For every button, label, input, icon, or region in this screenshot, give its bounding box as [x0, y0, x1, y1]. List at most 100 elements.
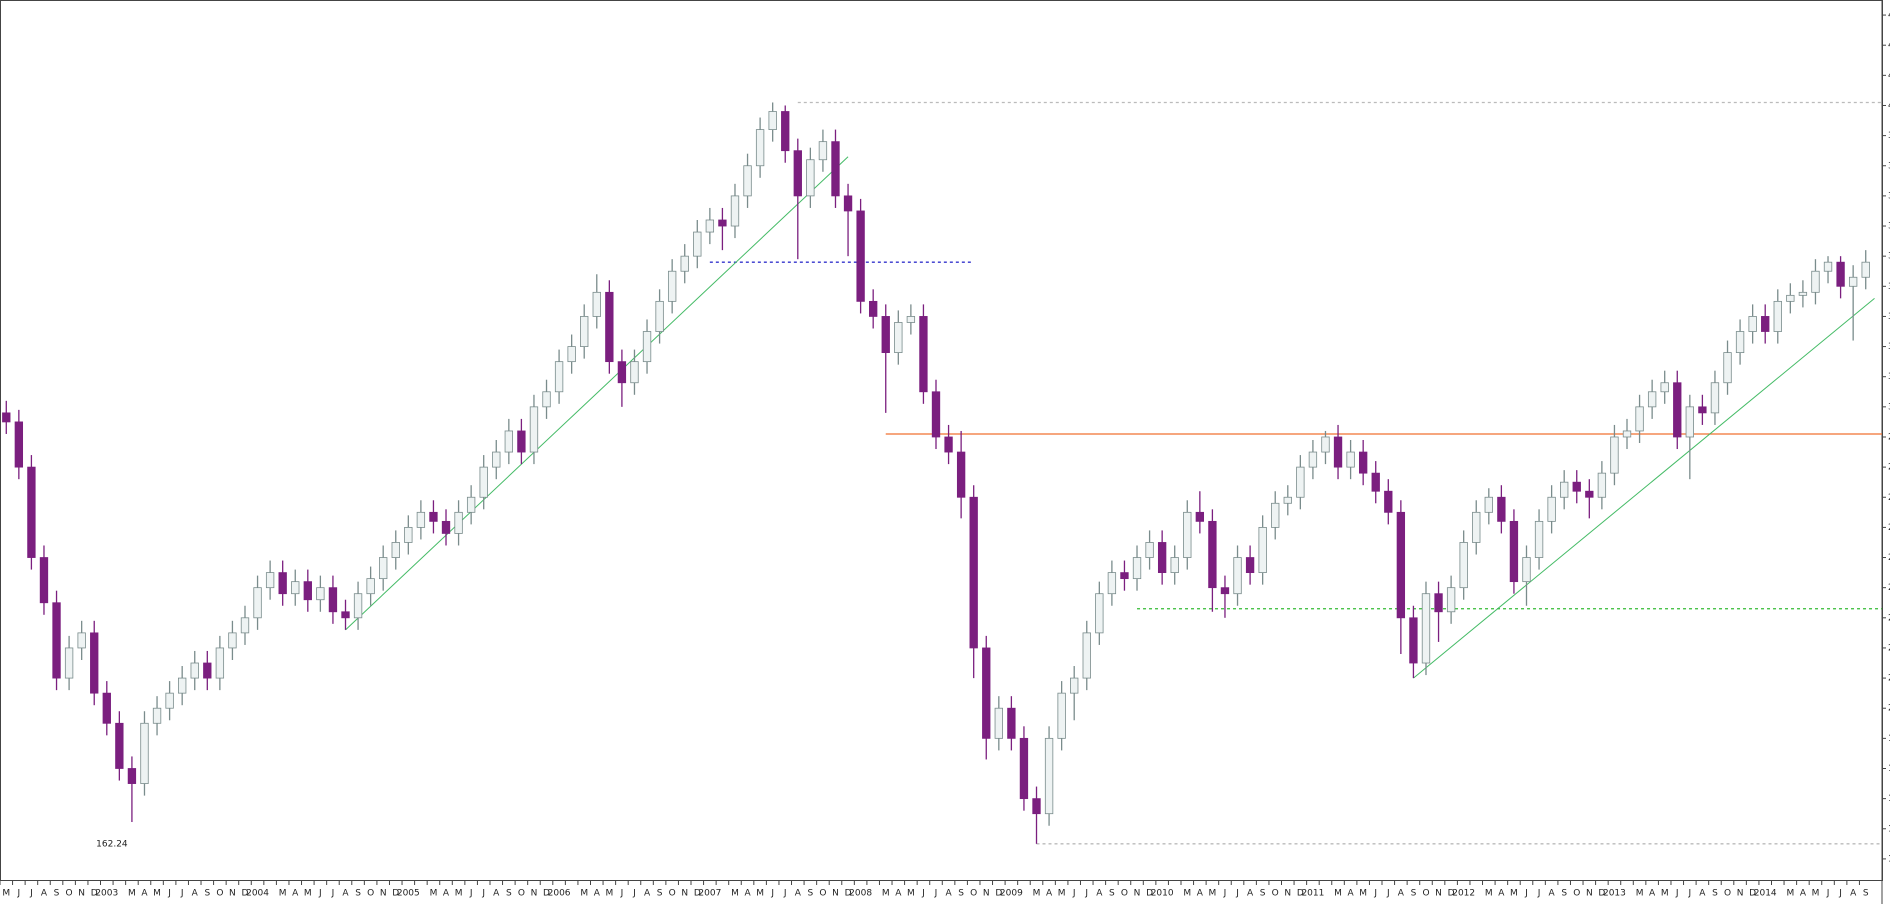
- x-tick-label: J: [1838, 889, 1842, 899]
- x-tick-label: J: [1072, 889, 1076, 899]
- candle-body: [831, 141, 840, 197]
- x-tick-label: A: [945, 889, 952, 899]
- candle-body: [1007, 707, 1016, 739]
- x-tick-label: O: [1422, 889, 1429, 899]
- x-tick-label: M: [605, 889, 613, 899]
- x-tick-label: N: [983, 889, 990, 899]
- x-tick-label: 2014: [1754, 889, 1777, 899]
- x-tick-label: J: [331, 889, 335, 899]
- candle-body: [353, 593, 363, 619]
- candle-body: [956, 451, 966, 498]
- x-tick-label: A: [141, 889, 148, 899]
- x-tick-label: S: [355, 889, 361, 899]
- y-tick-label: 290: [1888, 432, 1890, 442]
- candle-body: [1132, 557, 1142, 580]
- x-tick-label: O: [1121, 889, 1128, 899]
- x-tick-label: O: [367, 889, 374, 899]
- x-tick-label: A: [493, 889, 500, 899]
- x-tick-label: N: [832, 889, 839, 899]
- candle-body: [869, 300, 878, 317]
- x-tick-label: A: [895, 889, 902, 899]
- x-tick-label: D: [392, 889, 399, 899]
- candle-body: [517, 430, 526, 453]
- candle-body: [1459, 542, 1468, 589]
- candle-body: [1534, 520, 1544, 558]
- x-tick-label: J: [632, 889, 636, 899]
- candle-body: [291, 581, 300, 595]
- x-tick-label: A: [744, 889, 751, 899]
- x-tick-label: 2005: [397, 889, 420, 899]
- candle-body: [781, 111, 790, 152]
- candle-body: [1861, 261, 1870, 278]
- x-tick-label: J: [1524, 889, 1528, 899]
- candle-body: [240, 617, 250, 634]
- x-tick-label: D: [543, 889, 550, 899]
- candle-body: [1472, 511, 1481, 543]
- candle-body: [1673, 382, 1682, 438]
- candle-body: [39, 557, 49, 604]
- y-tick-label: 300: [1888, 402, 1890, 412]
- x-tick-label: M: [1183, 889, 1191, 899]
- candle-body: [1685, 406, 1694, 438]
- x-tick-label: D: [845, 889, 852, 899]
- candle-body: [341, 611, 350, 619]
- x-tick-label: N: [1737, 889, 1744, 899]
- y-tick-label: 390: [1888, 131, 1890, 141]
- y-tick-label: 430: [1888, 11, 1890, 21]
- candle-body: [278, 572, 287, 595]
- candle-body: [1095, 593, 1104, 634]
- x-tick-label: J: [770, 889, 774, 899]
- candle-body: [366, 578, 375, 595]
- candle-body: [466, 496, 476, 513]
- x-tick-label: M: [756, 889, 764, 899]
- candle-body: [806, 159, 815, 197]
- candle-body: [1296, 466, 1305, 498]
- candle-body: [1396, 511, 1406, 619]
- candle-body: [1157, 542, 1167, 574]
- candle-body: [680, 255, 689, 272]
- x-tick-label: M: [304, 889, 312, 899]
- candle-body: [969, 496, 978, 649]
- candle-body: [1635, 406, 1644, 432]
- x-tick-label: M: [279, 889, 287, 899]
- x-tick-label: A: [1247, 889, 1254, 899]
- x-tick-label: 2012: [1452, 889, 1475, 899]
- candle-body: [693, 231, 702, 257]
- candle-body: [152, 707, 162, 724]
- x-tick-label: A: [795, 889, 802, 899]
- candle-body: [1748, 316, 1757, 332]
- candle-body: [1647, 391, 1657, 408]
- candle-body: [1522, 557, 1531, 583]
- candle-body: [1421, 593, 1431, 664]
- x-tick-label: J: [481, 889, 485, 899]
- x-tick-label: A: [1498, 889, 1505, 899]
- candle-body: [404, 526, 413, 543]
- candle-body: [1660, 382, 1669, 393]
- x-tick-label: N: [1284, 889, 1291, 899]
- candle-body: [1170, 557, 1179, 574]
- x-tick-label: 2011: [1301, 889, 1324, 899]
- x-tick-label: N: [1134, 889, 1141, 899]
- candle-body: [617, 361, 627, 384]
- x-tick-label: 2007: [698, 889, 721, 899]
- x-tick-label: N: [229, 889, 236, 899]
- candle-body: [818, 141, 828, 161]
- candle-body: [605, 291, 614, 363]
- y-tick-label: 180: [1888, 764, 1890, 774]
- candle-body: [504, 430, 514, 453]
- candle-body: [454, 511, 463, 534]
- x-tick-label: J: [318, 889, 322, 899]
- candle-body: [2, 412, 11, 423]
- trend-line: [345, 156, 849, 631]
- candle-body: [1107, 572, 1117, 595]
- x-tick-label: A: [1398, 889, 1405, 899]
- x-tick-label: S: [958, 889, 964, 899]
- candle-body: [303, 581, 312, 601]
- x-tick-label: O: [1724, 889, 1731, 899]
- x-tick-label: A: [41, 889, 48, 899]
- candle-body: [856, 210, 865, 302]
- y-tick-label: 200: [1888, 704, 1890, 714]
- x-tick-label: O: [66, 889, 73, 899]
- candle-body: [190, 662, 199, 679]
- candle-body: [115, 722, 124, 769]
